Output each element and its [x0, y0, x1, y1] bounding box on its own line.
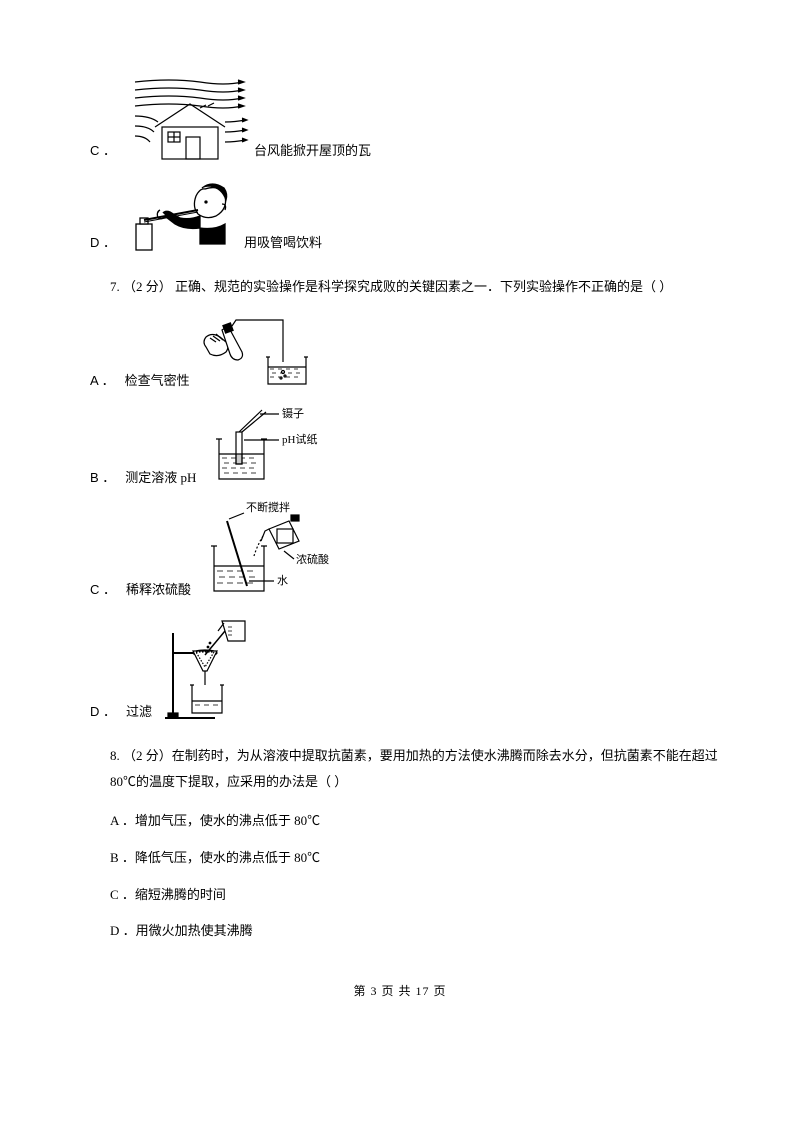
straw-drink-image [130, 174, 240, 254]
q8-option-d-label: D ． [110, 923, 136, 938]
page-footer: 第 3 页 共 17 页 [70, 982, 730, 999]
q8-option-b: B ．降低气压，使水的沸点低于 80℃ [110, 848, 730, 869]
q7-option-c-row: C ． 稀释浓硫酸 [90, 501, 730, 601]
q7-option-b-label: B ． [90, 468, 115, 489]
q8-option-b-label: B ． [110, 850, 135, 865]
q8-option-c-text: 缩短沸腾的时间 [135, 887, 226, 902]
q7-option-b-row: B ． 测定溶液 pH [90, 404, 730, 489]
dilute-acid-image: 不断搅拌 浓硫酸 水 [199, 501, 349, 601]
q8-option-d: D ．用微火加热使其沸腾 [110, 921, 730, 942]
prev-option-c-text: 台风能掀开屋顶的瓦 [254, 141, 371, 162]
q7-option-d-text: 过滤 [126, 702, 152, 723]
airtight-check-image [198, 312, 318, 392]
prev-option-c-label: C ． [90, 141, 116, 162]
ph-paper-label: pH试纸 [282, 433, 317, 446]
q7-option-a-text: 检查气密性 [125, 371, 190, 392]
q7-option-c-label: C ． [90, 580, 116, 601]
ph-test-image: 镊子 pH试纸 [204, 404, 334, 489]
q8-option-a-text: 增加气压，使水的沸点低于 80℃ [135, 813, 320, 828]
q7-option-a-label: A ． [90, 371, 115, 392]
prev-option-c-row: C ． [90, 72, 730, 162]
q7-option-a-row: A ． 检查气密性 [90, 312, 730, 392]
q8-option-c: C ．缩短沸腾的时间 [110, 885, 730, 906]
q8-option-c-label: C ． [110, 887, 135, 902]
prev-option-d-row: D ． [90, 174, 730, 254]
page-container: C ． [0, 0, 800, 1029]
q7-option-d-row: D ． 过滤 [90, 613, 730, 723]
filter-image [160, 613, 255, 723]
house-wind-image [130, 72, 250, 162]
q8-prefix: 8. （2 分） [110, 748, 172, 763]
q8-option-a: A ．增加气压，使水的沸点低于 80℃ [110, 811, 730, 832]
q8-option-d-text: 用微火加热使其沸腾 [136, 923, 253, 938]
q7-option-c-text: 稀释浓硫酸 [126, 580, 191, 601]
q7-option-d-label: D ． [90, 702, 116, 723]
q8-option-b-text: 降低气压，使水的沸点低于 80℃ [135, 850, 320, 865]
tweezers-label: 镊子 [282, 407, 304, 420]
q8-body: 在制药时，为从溶液中提取抗菌素，要用加热的方法使水沸腾而除去水分，但抗菌素不能在… [110, 748, 718, 789]
prev-option-d-label: D ． [90, 233, 116, 254]
q7-text: 7. （2 分） 正确、规范的实验操作是科学探究成败的关键因素之一．下列实验操作… [110, 274, 730, 300]
acid-label: 浓硫酸 [296, 552, 329, 566]
q7-prefix: 7. （2 分） [110, 279, 172, 294]
q8-option-a-label: A ． [110, 813, 135, 828]
prev-option-d-text: 用吸管喝饮料 [244, 233, 322, 254]
water-label: 水 [277, 574, 288, 587]
q7-body: 正确、规范的实验操作是科学探究成败的关键因素之一．下列实验操作不正确的是（ ） [172, 279, 673, 294]
q7-option-b-text: 测定溶液 pH [125, 468, 196, 489]
stir-label: 不断搅拌 [246, 501, 290, 514]
q8-text: 8. （2 分）在制药时，为从溶液中提取抗菌素，要用加热的方法使水沸腾而除去水分… [110, 743, 730, 795]
